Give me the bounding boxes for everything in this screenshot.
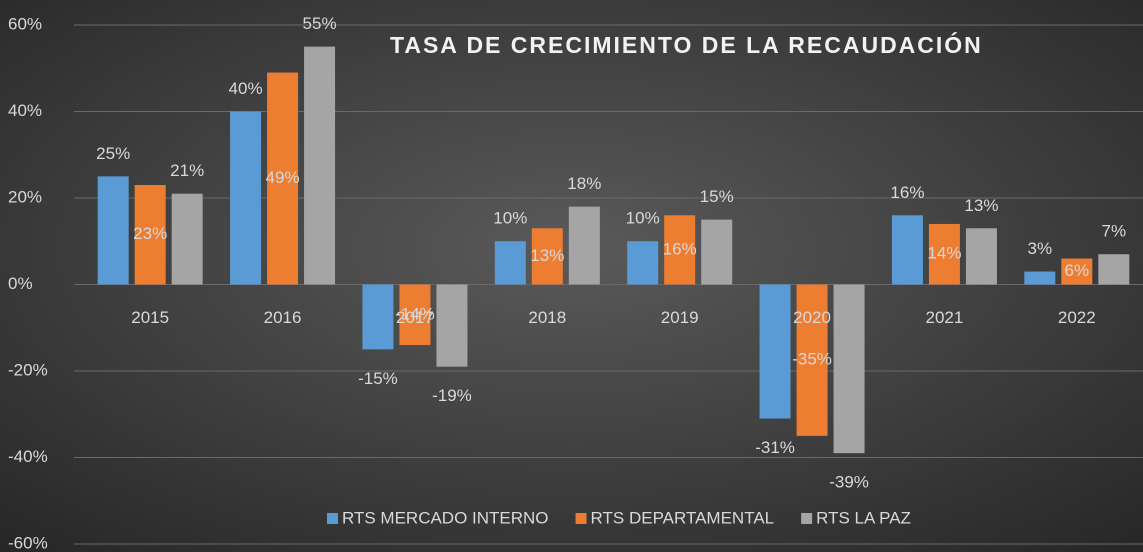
chart-title: TASA DE CRECIMIENTO DE LA RECAUDACIÓN: [390, 31, 983, 58]
data-label: -35%: [792, 350, 832, 369]
x-tick-label: 2019: [661, 308, 699, 327]
y-tick-label: 0%: [8, 274, 33, 293]
bar: [399, 284, 431, 346]
data-label: 6%: [1065, 261, 1090, 280]
bar: [891, 215, 923, 285]
bar: [759, 284, 791, 419]
y-tick-label: -20%: [8, 360, 48, 379]
bar: [701, 219, 733, 285]
y-tick-label: 20%: [8, 187, 42, 206]
x-tick-label: 2022: [1058, 308, 1096, 327]
legend-swatch: [801, 513, 813, 524]
y-tick-label: 60%: [8, 14, 42, 33]
data-label: -39%: [829, 473, 869, 492]
data-label: 40%: [229, 79, 263, 98]
bar: [796, 284, 828, 436]
data-label: -31%: [755, 438, 795, 457]
bar: [1024, 271, 1056, 285]
data-label: 18%: [567, 174, 601, 193]
bar: [230, 111, 262, 285]
data-label: 14%: [927, 244, 961, 263]
bar: [97, 176, 129, 285]
y-tick-label: -40%: [8, 447, 48, 466]
bar: [267, 72, 299, 285]
legend-label: RTS DEPARTAMENTAL: [591, 508, 775, 527]
data-label: 25%: [96, 144, 130, 163]
bar: [531, 228, 563, 285]
bar: [134, 185, 166, 285]
data-label: 13%: [530, 246, 564, 265]
data-label: 23%: [133, 224, 167, 243]
bar: [568, 206, 600, 285]
x-tick-label: 2018: [528, 308, 566, 327]
legend-label: RTS LA PAZ: [816, 508, 911, 527]
bar: [436, 284, 468, 367]
data-label: 55%: [303, 14, 337, 33]
bar: [362, 284, 394, 350]
bar: [664, 215, 696, 285]
x-tick-label: 2017: [396, 308, 434, 327]
data-label: 3%: [1028, 239, 1053, 258]
data-label: 10%: [626, 209, 660, 228]
data-label: -19%: [432, 386, 472, 405]
data-label: 49%: [266, 168, 300, 187]
data-label: 16%: [890, 183, 924, 202]
bar: [171, 193, 203, 285]
x-tick-label: 2015: [131, 308, 169, 327]
x-tick-label: 2021: [926, 308, 964, 327]
bar: [965, 228, 997, 285]
data-label: 7%: [1102, 222, 1127, 241]
bar: [304, 46, 336, 285]
data-label: 15%: [700, 187, 734, 206]
data-label: -14%: [395, 304, 435, 323]
legend-swatch: [575, 513, 587, 524]
data-label: 21%: [170, 161, 204, 180]
x-tick-label: 2016: [264, 308, 302, 327]
y-tick-label: 40%: [8, 101, 42, 120]
bar: [1061, 258, 1093, 285]
data-label: -15%: [358, 369, 398, 388]
legend-swatch: [327, 513, 338, 524]
data-label: 10%: [493, 209, 527, 228]
bar: [627, 241, 659, 285]
data-label: 16%: [663, 239, 697, 258]
legend-label: RTS MERCADO INTERNO: [342, 508, 549, 527]
bar: [494, 241, 526, 285]
data-label: 13%: [964, 196, 998, 215]
bar: [928, 223, 960, 285]
y-tick-label: -60%: [8, 533, 48, 552]
bar: [1098, 254, 1130, 285]
x-tick-label: 2020: [793, 308, 831, 327]
bar: [833, 284, 865, 454]
